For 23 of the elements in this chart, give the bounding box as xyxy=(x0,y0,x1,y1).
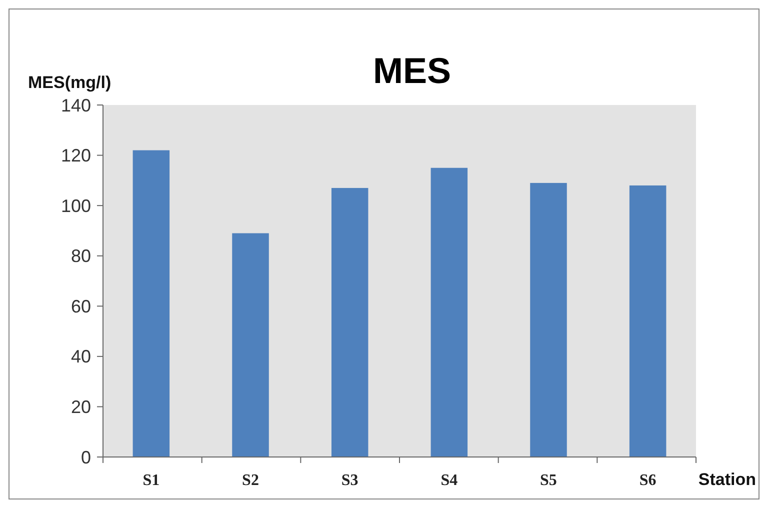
y-tick-label: 120 xyxy=(60,146,91,166)
y-tick-label: 80 xyxy=(70,246,91,266)
x-tick-label: S5 xyxy=(540,472,557,489)
bar xyxy=(132,150,170,457)
y-tick-label: 100 xyxy=(60,196,91,216)
bar xyxy=(629,185,666,457)
y-tick-label: 140 xyxy=(60,95,91,116)
y-axis-title: MES(mg/l) xyxy=(28,73,112,92)
x-tick-label: S6 xyxy=(639,472,656,489)
x-tick-label: S1 xyxy=(142,472,160,489)
y-tick-label: 40 xyxy=(70,346,91,367)
y-tick-label: 0 xyxy=(80,447,91,468)
x-axis-title: Station xyxy=(698,470,756,489)
x-tick-label: S4 xyxy=(440,472,458,489)
x-tick-label: S2 xyxy=(242,472,259,489)
bar xyxy=(530,182,567,457)
bar xyxy=(232,233,269,457)
bar xyxy=(430,168,468,457)
y-tick-label: 60 xyxy=(70,296,91,316)
chart-title: MES xyxy=(372,50,452,91)
y-tick-label: 20 xyxy=(70,397,91,418)
bar xyxy=(331,188,368,457)
x-tick-label: S3 xyxy=(341,472,358,489)
